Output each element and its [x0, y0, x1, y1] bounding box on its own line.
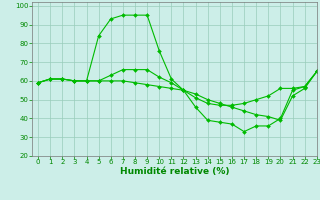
X-axis label: Humidité relative (%): Humidité relative (%) — [120, 167, 229, 176]
